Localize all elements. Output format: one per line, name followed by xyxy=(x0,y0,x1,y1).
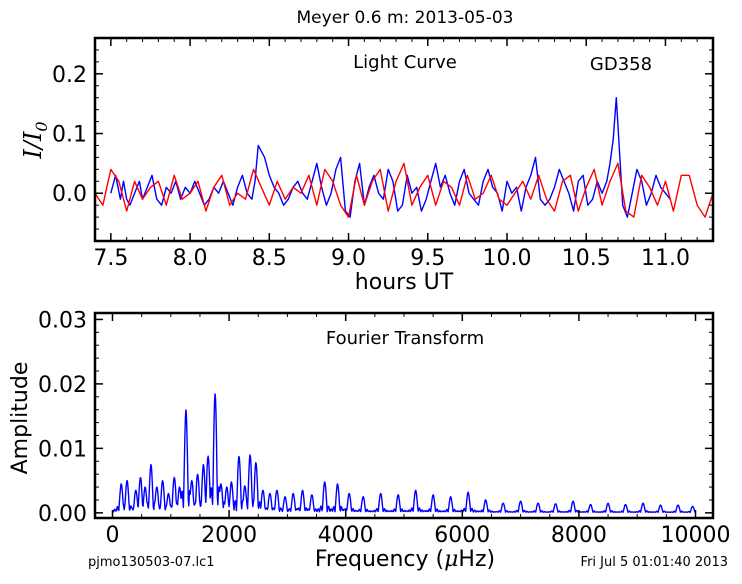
fourier-series-0 xyxy=(111,393,696,514)
footer-filename: pjmo130503-07.lc1 xyxy=(88,555,215,570)
fourier-panel: 0 2000 4000 6000 8000 10000 0.00 0.01 0.02 0.03 F… xyxy=(8,308,731,572)
figure-title: Meyer 0.6 m: 2013-05-03 xyxy=(297,8,514,28)
footer-timestamp: Fri Jul 5 01:01:40 2013 xyxy=(581,555,728,570)
fourier-ytick-label: 0.01 xyxy=(38,437,87,462)
fourier-xtick-label: 10000 xyxy=(661,523,731,548)
light-curve-series-0 xyxy=(110,97,671,218)
xlabel-mu: μ xyxy=(444,547,458,572)
fourier-ylabel: Amplitude xyxy=(8,362,33,475)
fourier-ytick-label: 0.00 xyxy=(38,502,87,527)
fourier-ytick-label: 0.03 xyxy=(38,308,87,333)
light-curve-ylabel: I/I0 xyxy=(19,121,51,159)
light-curve-series-1 xyxy=(95,162,713,218)
light-curve-frame xyxy=(93,36,715,243)
xlabel-prefix: Frequency ( xyxy=(315,547,444,572)
light-curve-xtick-label: 10.0 xyxy=(483,246,532,271)
ylabel-subscript: 0 xyxy=(32,121,51,131)
light-curve-ytick-label: 0.2 xyxy=(52,63,87,88)
fourier-xlabel: Frequency (μHz) xyxy=(315,547,495,572)
light-curve-xtick-label: 9.5 xyxy=(410,246,445,271)
light-curve-xtick-label: 8.0 xyxy=(173,246,208,271)
light-curve-xtick-label: 10.5 xyxy=(562,246,611,271)
star-name-label: GD358 xyxy=(590,54,652,75)
ylabel-main: I/I xyxy=(19,131,47,160)
light-curve-ytick-label: 0.0 xyxy=(52,182,87,207)
xlabel-suffix: Hz) xyxy=(458,547,495,572)
light-curve-xlabel: hours UT xyxy=(355,270,454,295)
fourier-xtick-label: 2000 xyxy=(201,523,257,548)
fourier-title: Fourier Transform xyxy=(326,328,484,349)
svg-text:I/I0: I/I0 xyxy=(19,121,51,159)
light-curve-xtick-label: 7.5 xyxy=(93,246,128,271)
fourier-ytick-label: 0.02 xyxy=(38,373,87,398)
fourier-xtick-label: 0 xyxy=(105,523,119,548)
light-curve-xtick-label: 9.0 xyxy=(331,246,366,271)
fourier-xtick-label: 8000 xyxy=(551,523,607,548)
light-curve-title: Light Curve xyxy=(353,52,457,73)
light-curve-xtick-label: 8.5 xyxy=(252,246,287,271)
light-curve-xtick-label: 11.0 xyxy=(641,246,690,271)
fourier-xtick-label: 6000 xyxy=(434,523,490,548)
light-curve-panel: 7.5 8.0 8.5 9.0 9.5 10.0 10.5 11.0 0.0 0.1 0.2 Lig… xyxy=(19,36,715,295)
light-curve-ytick-label: 0.1 xyxy=(52,123,87,148)
fourier-xtick-label: 4000 xyxy=(318,523,374,548)
